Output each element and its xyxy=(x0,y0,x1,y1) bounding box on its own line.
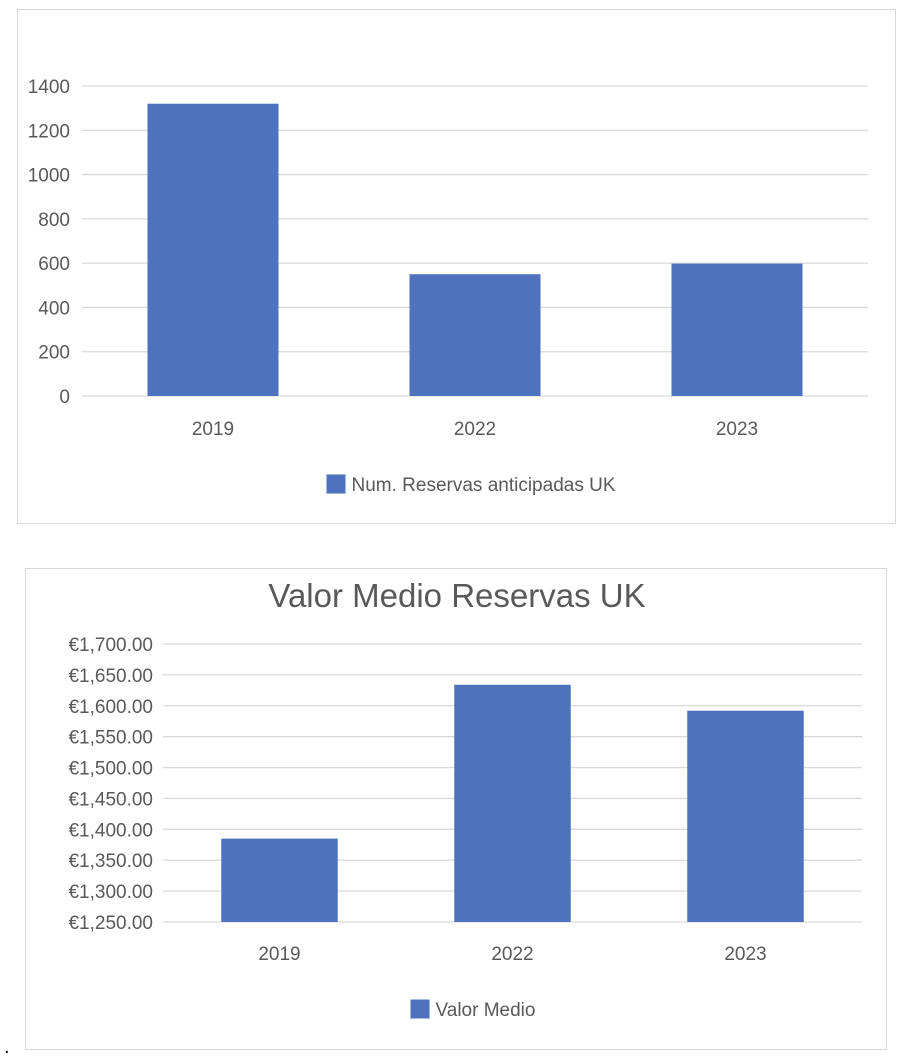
legend-label: Num. Reservas anticipadas UK xyxy=(352,475,616,496)
chart-title: Valor Medio Reservas UK xyxy=(268,577,645,614)
x-tick-label: 2019 xyxy=(258,944,300,965)
y-tick-label: €1,550.00 xyxy=(68,728,153,749)
y-tick-label: 0 xyxy=(59,387,70,408)
y-tick-label: 1000 xyxy=(28,166,70,187)
x-tick-label: 2023 xyxy=(724,944,766,965)
y-tick-label: 1200 xyxy=(28,121,70,142)
bar-2023 xyxy=(671,263,803,396)
bar-2022 xyxy=(454,684,571,922)
bar-2019 xyxy=(221,838,338,922)
y-tick-label: €1,300.00 xyxy=(68,882,153,903)
legend-swatch xyxy=(410,999,430,1019)
y-tick-label: 800 xyxy=(38,210,70,231)
x-tick-label: 2019 xyxy=(192,419,234,440)
y-tick-label: 400 xyxy=(38,298,70,319)
bar-2022 xyxy=(409,274,541,396)
x-tick-label: 2022 xyxy=(454,419,496,440)
valor-medio-chart: Valor Medio Reservas UK €1,250.00 €1,300.0… xyxy=(25,568,887,1050)
y-tick-label: 600 xyxy=(38,254,70,275)
bar-2023 xyxy=(687,710,804,922)
valor-medio-chart-svg: Valor Medio Reservas UK €1,250.00 €1,300.0… xyxy=(68,577,862,1021)
y-tick-label: €1,250.00 xyxy=(68,913,153,934)
y-tick-label: €1,500.00 xyxy=(68,759,153,780)
y-tick-label: €1,400.00 xyxy=(68,820,153,841)
y-tick-label: €1,700.00 xyxy=(68,635,153,656)
reservas-chart-svg: 0 200 400 600 800 1000 1200 1400 2019 2022 2023 Num… xyxy=(28,77,868,496)
y-tick-label: €1,350.00 xyxy=(68,851,153,872)
legend-label: Valor Medio xyxy=(436,1000,536,1021)
y-tick-label: €1,450.00 xyxy=(68,789,153,810)
reservas-chart: 0 200 400 600 800 1000 1200 1400 2019 2022 2023 Num… xyxy=(17,9,896,524)
legend-swatch xyxy=(326,474,346,494)
y-tick-label: €1,600.00 xyxy=(68,697,153,718)
y-tick-label: €1,650.00 xyxy=(68,666,153,687)
y-tick-label: 200 xyxy=(38,343,70,364)
trailing-dot: . xyxy=(4,1036,10,1058)
x-tick-label: 2023 xyxy=(716,419,758,440)
y-tick-label: 1400 xyxy=(28,77,70,98)
x-tick-label: 2022 xyxy=(491,944,533,965)
bar-2019 xyxy=(147,103,279,396)
